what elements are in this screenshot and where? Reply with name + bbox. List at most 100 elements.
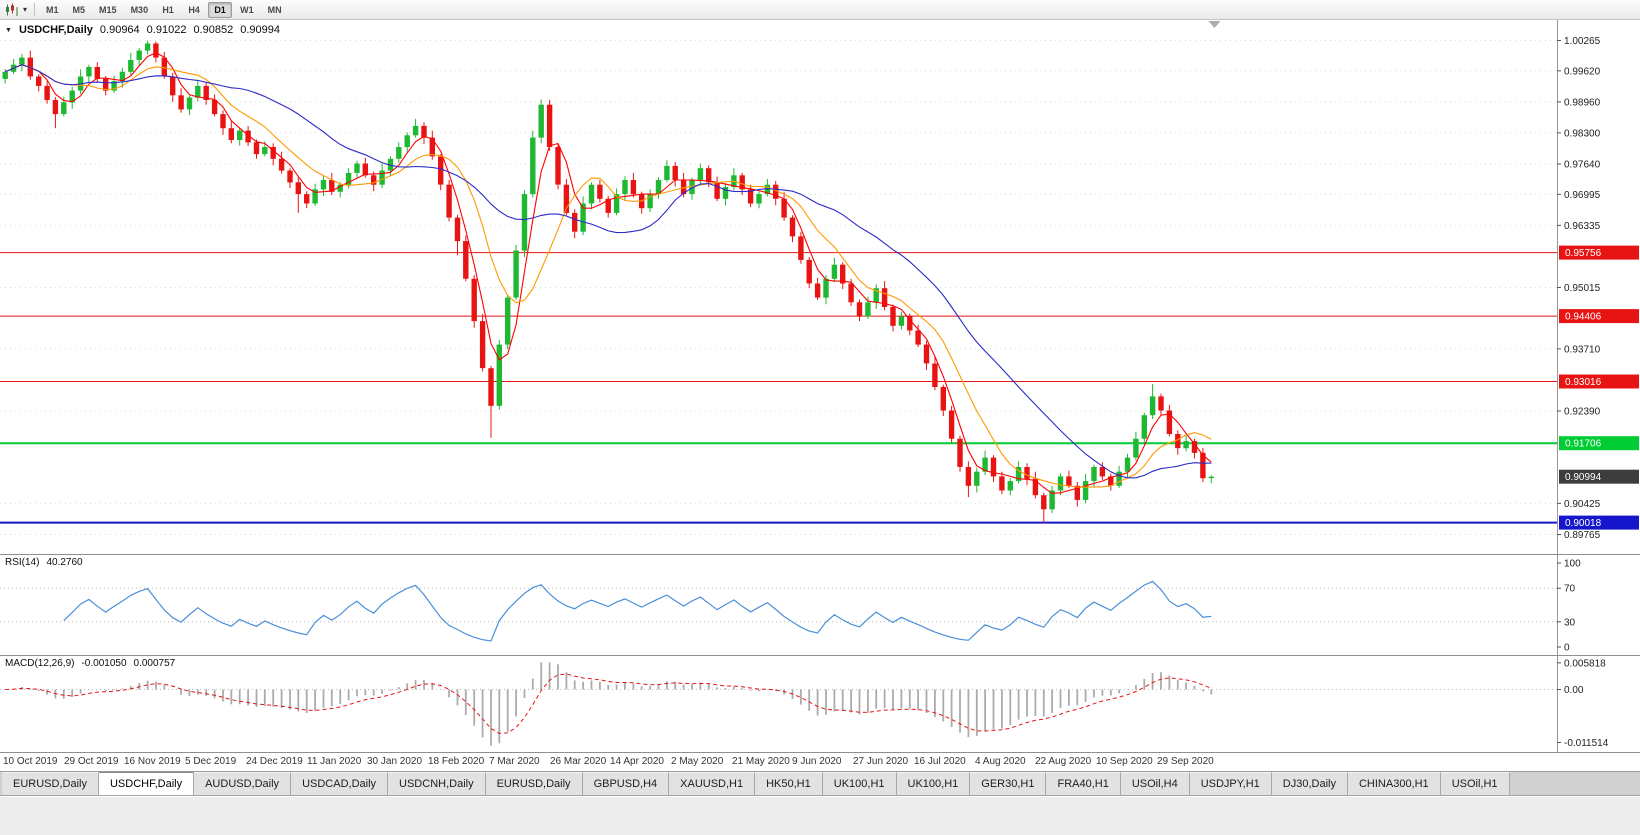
- chart-tab-usdcnh-daily[interactable]: USDCNH,Daily: [388, 772, 486, 795]
- rsi-name: RSI(14): [5, 557, 40, 568]
- rsi-value: 40.2760: [46, 557, 83, 568]
- date-label: 24 Dec 2019: [246, 756, 303, 767]
- date-label: 5 Dec 2019: [185, 756, 237, 767]
- price-tick-label: 0.98960: [1564, 97, 1601, 108]
- rsi-tick-label: 70: [1564, 584, 1576, 595]
- macd-histogram: [12, 662, 1213, 746]
- chart-type-icon[interactable]: [3, 2, 21, 18]
- main-chart-pane: 1.00265 0.99620 0.98960 0.98300 0.97640 0.969…: [0, 20, 1640, 555]
- rsi-tick-label: 100: [1564, 559, 1581, 570]
- ohlc-open: 0.90964: [99, 24, 140, 36]
- rsi-tick-label: 30: [1564, 617, 1576, 628]
- date-label: 10 Oct 2019: [3, 756, 58, 767]
- rsi-chart[interactable]: 100 70 30 0: [0, 555, 1640, 655]
- macd-tick-label: 0.005818: [1564, 658, 1606, 669]
- candlestick-chart[interactable]: 1.00265 0.99620 0.98960 0.98300 0.97640 0.969…: [0, 20, 1640, 554]
- chart-tab-audusd-daily[interactable]: AUDUSD,Daily: [194, 772, 292, 795]
- date-label: 29 Oct 2019: [64, 756, 119, 767]
- price-tick-label: 0.90425: [1564, 499, 1601, 510]
- price-tick-label: 0.93710: [1564, 344, 1601, 355]
- date-label: 27 Jun 2020: [853, 756, 909, 767]
- timeframe-button-mn[interactable]: MN: [262, 2, 288, 18]
- chart-tab-usdjpy-h1[interactable]: USDJPY,H1: [1189, 772, 1272, 795]
- collapse-triangle-icon[interactable]: ▼: [5, 26, 12, 34]
- chart-tab-china300-h1[interactable]: CHINA300,H1: [1347, 772, 1441, 795]
- price-badge-label: 0.90994: [1565, 472, 1602, 483]
- candlestick-glyph: [6, 3, 18, 16]
- chart-tab-eurusd-daily[interactable]: EURUSD,Daily: [485, 772, 583, 795]
- toolbar-separator: [34, 3, 36, 16]
- chart-tab-usdcad-daily[interactable]: USDCAD,Daily: [291, 772, 389, 795]
- chart-tab-xauusd-h1[interactable]: XAUUSD,H1: [669, 772, 756, 795]
- chart-header: ▼ USDCHF,Daily 0.90964 0.91022 0.90852 0…: [5, 24, 280, 36]
- macd-main-value: -0.001050: [81, 658, 127, 669]
- time-axis[interactable]: 10 Oct 2019 29 Oct 2019 16 Nov 2019 5 Dec 2…: [0, 753, 1640, 772]
- date-label: 29 Sep 2020: [1157, 756, 1214, 767]
- date-label: 18 Feb 2020: [428, 756, 485, 767]
- date-label: 9 Jun 2020: [792, 756, 842, 767]
- price-tick-label: 1.00265: [1564, 36, 1601, 47]
- chart-tab-usoil-h4[interactable]: USOil,H4: [1120, 772, 1190, 795]
- rsi-axis-labels: 100 70 30 0: [1557, 559, 1581, 654]
- price-badges: 0.95756 0.94406 0.93016 0.91706 0.90018 0.909…: [1559, 245, 1639, 530]
- rsi-pane: 100 70 30 0 RSI(14) 40.2760: [0, 555, 1640, 656]
- chart-tab-eurusd-daily[interactable]: EURUSD,Daily: [2, 772, 99, 795]
- chart-tab-uk100-h1[interactable]: UK100,H1: [896, 772, 971, 795]
- macd-label: MACD(12,26,9) -0.001050 0.000757: [5, 658, 175, 669]
- timeframe-button-d1[interactable]: D1: [208, 1, 233, 18]
- date-label: 26 Mar 2020: [550, 756, 607, 767]
- ohlc-high: 0.91022: [146, 24, 187, 36]
- chart-tab-hk50-h1[interactable]: HK50,H1: [755, 772, 823, 795]
- macd-tick-label: 0.00: [1564, 685, 1584, 696]
- macd-signal-line: [5, 673, 1212, 734]
- rsi-tick-label: 0: [1564, 643, 1570, 654]
- macd-name: MACD(12,26,9): [5, 658, 75, 669]
- date-label: 10 Sep 2020: [1096, 756, 1153, 767]
- price-tick-label: 0.98300: [1564, 128, 1601, 139]
- timeframe-button-h1[interactable]: H1: [156, 2, 180, 18]
- macd-chart[interactable]: 0.005818 0.00 -0.011514: [0, 656, 1640, 752]
- rsi-line: [63, 580, 1212, 642]
- timeframe-button-m15[interactable]: M15: [93, 2, 123, 18]
- chart-symbol-label: USDCHF,Daily: [18, 24, 93, 36]
- macd-tick-label: -0.011514: [1564, 738, 1609, 749]
- timeframe-button-m30[interactable]: M30: [125, 2, 155, 18]
- timeframe-button-m1[interactable]: M1: [40, 2, 65, 18]
- chart-tab-fra40-h1[interactable]: FRA40,H1: [1046, 772, 1121, 795]
- ohlc-close: 0.90994: [240, 24, 280, 36]
- chart-tab-gbpusd-h4[interactable]: GBPUSD,H4: [582, 772, 670, 795]
- date-label: 22 Aug 2020: [1035, 756, 1092, 767]
- macd-pane: 0.005818 0.00 -0.011514 MACD(12,26,9) -0.0…: [0, 656, 1640, 753]
- chart-tab-usdchf-daily[interactable]: USDCHF,Daily: [98, 772, 195, 795]
- chart-type-dropdown-caret-icon[interactable]: ▾: [23, 5, 28, 14]
- date-label: 4 Aug 2020: [975, 756, 1026, 767]
- date-label: 21 May 2020: [732, 756, 790, 767]
- moving-averages-layer: [4, 52, 1212, 494]
- macd-signal-value: 0.000757: [133, 658, 176, 669]
- chart-tab-dj30-daily[interactable]: DJ30,Daily: [1271, 772, 1348, 795]
- timeframe-button-h4[interactable]: H4: [182, 2, 206, 18]
- price-tick-label: 0.99620: [1564, 66, 1601, 77]
- price-tick-label: 0.96995: [1564, 190, 1601, 201]
- chart-tab-usoil-h1[interactable]: USOil,H1: [1440, 772, 1510, 795]
- price-tick-label: 0.95015: [1564, 283, 1601, 294]
- chart-shift-marker: [1208, 21, 1221, 28]
- timeframe-button-m5[interactable]: M5: [67, 2, 92, 18]
- price-badge-label: 0.95756: [1565, 248, 1602, 259]
- timeframe-toolbar: ▾ M1 M5 M15 M30 H1 H4 D1 W1 MN: [0, 0, 1640, 20]
- date-label: 16 Nov 2019: [124, 756, 181, 767]
- date-label: 16 Jul 2020: [914, 756, 966, 767]
- date-label: 7 Mar 2020: [489, 756, 540, 767]
- rsi-levels: [0, 587, 1557, 623]
- macd-axis-labels: 0.005818 0.00 -0.011514: [1557, 658, 1609, 749]
- price-badge-label: 0.93016: [1565, 377, 1602, 388]
- chart-tab-uk100-h1[interactable]: UK100,H1: [822, 772, 897, 795]
- price-tick-label: 0.97640: [1564, 160, 1601, 171]
- horizontal-lines-layer: [0, 252, 1557, 524]
- chart-tab-ger30-h1[interactable]: GER30,H1: [970, 772, 1047, 795]
- date-label: 11 Jan 2020: [307, 756, 362, 767]
- timeframe-button-w1[interactable]: W1: [234, 2, 260, 18]
- price-tick-label: 0.89765: [1564, 530, 1601, 541]
- rsi-label: RSI(14) 40.2760: [5, 557, 83, 568]
